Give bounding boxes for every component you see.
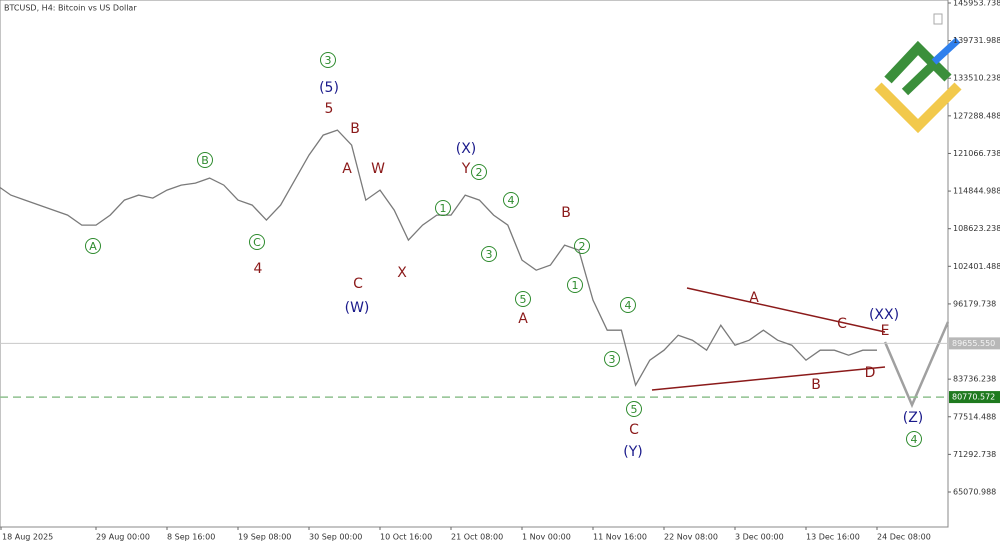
x-tick-label: 13 Dec 16:00 (806, 533, 860, 542)
wave-circle (85, 238, 101, 254)
wave-label: (XX) (869, 307, 899, 323)
y-tick-label: 108623.238 (953, 224, 1000, 233)
y-tick-label: 127288.488 (953, 111, 1000, 120)
wave-label: (Z) (903, 410, 924, 426)
wave-circle (620, 297, 636, 313)
x-tick-label: 24 Dec 08:00 (877, 533, 931, 542)
y-tick-label: 114844.988 (953, 187, 1000, 196)
wave-label: 4 (508, 194, 515, 207)
wave-label: C (253, 236, 261, 249)
y-tick-label: 121066.738 (953, 149, 1000, 158)
x-tick-label: 22 Nov 08:00 (664, 533, 718, 542)
x-tick-label: 3 Dec 00:00 (735, 533, 784, 542)
wave-circle (471, 164, 487, 180)
wave-label: (W) (345, 300, 370, 316)
wave-label: 4 (625, 299, 632, 312)
wave-label: A (89, 240, 97, 253)
scroll-icon[interactable] (933, 13, 943, 25)
price-label-box (949, 391, 1000, 404)
x-tick-label: 30 Sep 00:00 (309, 533, 362, 542)
wave-label: 5 (325, 101, 334, 117)
x-tick-label: 19 Sep 08:00 (238, 533, 291, 542)
wave-label: B (201, 154, 209, 167)
wave-label: 1 (440, 202, 447, 215)
wave-label: C (837, 316, 847, 332)
y-tick-label: 83736.238 (953, 375, 996, 384)
x-tick-label: 8 Sep 16:00 (167, 533, 215, 542)
wave-circle (320, 52, 336, 68)
wave-label: 5 (520, 293, 527, 306)
wave-label: 2 (476, 166, 483, 179)
wave-label: B (350, 121, 360, 137)
wave-label: E (881, 323, 890, 339)
y-tick-label: 133510.238 (953, 74, 1000, 83)
x-tick-label: 1 Nov 00:00 (522, 533, 571, 542)
wave-label: 4 (254, 261, 263, 277)
wave-label: (Y) (623, 444, 642, 460)
plot-frame (0, 0, 949, 528)
wave-label: 4 (911, 433, 918, 446)
wave-label: A (749, 290, 759, 306)
wave-label: A (518, 311, 528, 327)
wave-circle (435, 200, 451, 216)
y-tick-label: 65070.988 (953, 487, 996, 496)
wave-label: 2 (579, 240, 586, 253)
y-tick-label: 96179.738 (953, 299, 996, 308)
wave-label: Y (461, 161, 471, 177)
price-label-box (949, 337, 1000, 350)
wave-label: D (865, 365, 876, 381)
logo (874, 37, 962, 134)
wave-label: W (371, 161, 385, 177)
trendline (686, 287, 886, 333)
y-tick-label: 139731.988 (953, 36, 1000, 45)
price-label: 89655.550 (952, 339, 995, 348)
wave-label: 1 (572, 279, 579, 292)
wave-label: A (342, 161, 352, 177)
x-tick-label: 18 Aug 2025 (2, 533, 53, 542)
wave-label: C (353, 276, 363, 292)
wave-circle (567, 277, 583, 293)
wave-circle (503, 192, 519, 208)
y-tick-label: 71292.738 (953, 450, 996, 459)
wave-circle (604, 351, 620, 367)
x-tick-label: 21 Oct 08:00 (451, 533, 503, 542)
wave-label: B (811, 377, 821, 393)
price-label: 80770.572 (952, 393, 995, 402)
wave-circle (481, 246, 497, 262)
wave-label: C (629, 422, 639, 438)
logo-shape (901, 62, 936, 96)
wave-circle (906, 431, 922, 447)
wave-circle (626, 401, 642, 417)
y-tick-label: 102401.488 (953, 262, 1000, 271)
chart-title: BTCUSD, H4: Bitcoin vs US Dollar (4, 4, 137, 13)
price-line-series (0, 129, 877, 387)
logo-shape (931, 37, 961, 65)
logo-shape (884, 40, 952, 84)
wave-label: 3 (486, 248, 493, 261)
wave-label: 3 (325, 54, 332, 67)
y-tick-label: 145953.738 (953, 0, 1000, 8)
wave-circle (249, 234, 265, 250)
x-tick-label: 11 Nov 16:00 (593, 533, 647, 542)
y-tick-label: 77514.488 (953, 412, 996, 421)
triangle (651, 287, 950, 409)
wave-label: B (561, 205, 571, 221)
wave-label: (X) (456, 141, 477, 157)
wave-label: (5) (319, 80, 339, 96)
wave-circle (197, 152, 213, 168)
wave-label: X (397, 265, 407, 281)
wave-label: 3 (609, 353, 616, 366)
x-tick-label: 10 Oct 16:00 (380, 533, 432, 542)
projection (883, 321, 950, 409)
logo-shape (874, 82, 962, 134)
wave-circle (515, 291, 531, 307)
trendline (651, 366, 886, 391)
x-tick-label: 29 Aug 00:00 (96, 533, 150, 542)
wave-circle (574, 238, 590, 254)
wave-label: 5 (631, 403, 638, 416)
